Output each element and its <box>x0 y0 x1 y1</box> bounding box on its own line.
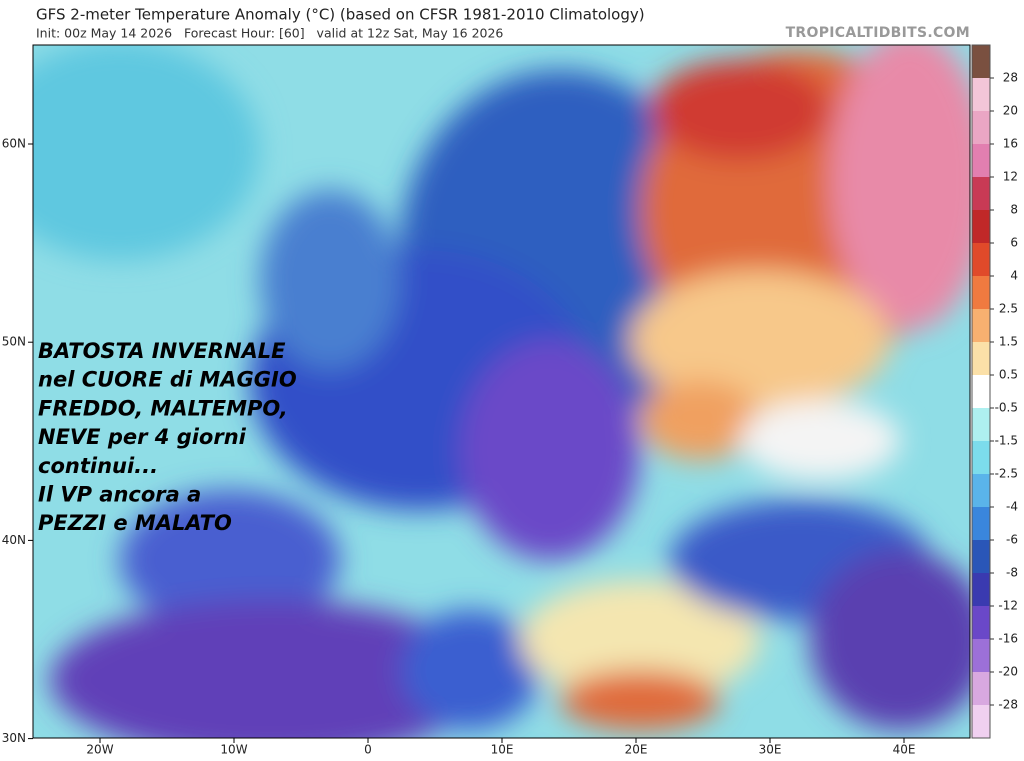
colorbar-swatch <box>972 705 990 739</box>
colorbar: 28 20 16 12 8 6 4 2.5 1.5 0.5 -0.5 -1.5 -2.5 -4 -6 -8 -1… <box>971 44 1018 739</box>
overlay-line: PEZZI e MALATO <box>38 511 232 535</box>
overlay-line: continui... <box>38 454 158 478</box>
colorbar-swatch <box>972 408 990 442</box>
colorbar-swatch <box>972 639 990 673</box>
colorbar-swatch <box>972 606 990 640</box>
colorbar-swatch <box>972 540 990 574</box>
source: TROPICALTIDBITS.COM <box>786 25 970 41</box>
colorbar-swatch <box>972 507 990 541</box>
colorbar-frame <box>971 44 991 739</box>
lat-label: 30N <box>2 731 26 745</box>
colorbar-swatch <box>972 243 990 277</box>
lon-label: 20E <box>625 743 648 757</box>
colorbar-label: 28 <box>1003 71 1018 85</box>
overlay-line: BATOSTA INVERNALE <box>38 339 286 363</box>
colorbar-label: -4 <box>1006 500 1018 514</box>
overlay-line: NEVE per 4 giorni <box>38 425 247 449</box>
colorbar-swatch <box>972 111 990 145</box>
colorbar-label: -12 <box>998 599 1018 613</box>
colorbar-label: -8 <box>1006 566 1018 580</box>
colorbar-label: -6 <box>1006 533 1018 547</box>
colorbar-label: 0.5 <box>999 368 1018 382</box>
colorbar-label: 4 <box>1010 269 1018 283</box>
lat-label: 40N <box>2 533 26 547</box>
colorbar-swatch <box>972 474 990 508</box>
colorbar-label: -0.5 <box>995 401 1018 415</box>
colorbar-label: 2.5 <box>999 302 1018 316</box>
lat-label: 60N <box>2 137 26 151</box>
overlay-text: BATOSTA INVERNALE nel CUORE di MAGGIO FRED… <box>38 339 297 535</box>
colorbar-label: -20 <box>998 665 1018 679</box>
map <box>33 45 970 738</box>
colorbar-swatch <box>972 441 990 475</box>
lon-label: 10W <box>220 743 247 757</box>
colorbar-label: -28 <box>998 698 1018 712</box>
colorbar-label: 16 <box>1003 137 1018 151</box>
colorbar-swatch <box>972 45 990 79</box>
overlay-line: Il VP ancora a <box>38 483 201 507</box>
lat-label: 50N <box>2 335 26 349</box>
title: GFS 2-meter Temperature Anomaly (°C) (ba… <box>36 6 645 24</box>
overlay-line: nel CUORE di MAGGIO <box>38 368 297 392</box>
colorbar-swatch <box>972 672 990 706</box>
colorbar-label: 1.5 <box>999 335 1018 349</box>
colorbar-label: -1.5 <box>995 434 1018 448</box>
colorbar-swatch <box>972 375 990 409</box>
colorbar-swatch <box>972 309 990 343</box>
colorbar-label: -2.5 <box>995 467 1018 481</box>
colorbar-swatch <box>972 210 990 244</box>
colorbar-swatch <box>972 342 990 376</box>
colorbar-label: 20 <box>1003 104 1018 118</box>
colorbar-swatch <box>972 78 990 112</box>
lon-label: 20W <box>86 743 113 757</box>
colorbar-label: 12 <box>1003 170 1018 184</box>
colorbar-label: 8 <box>1010 203 1018 217</box>
colorbar-label: 6 <box>1010 236 1018 250</box>
lon-label: 0 <box>364 743 372 757</box>
overlay-line: FREDDO, MALTEMPO, <box>38 396 288 420</box>
colorbar-swatch <box>972 144 990 178</box>
colorbar-swatch <box>972 276 990 310</box>
lon-label: 40E <box>893 743 916 757</box>
colorbar-swatch <box>972 177 990 211</box>
axes: 60N 50N 40N 30N 20W 10W 0 10E 20E 30E 40E <box>2 137 916 757</box>
init-info: Init: 00z May 14 2026 Forecast Hour: [60… <box>36 26 503 41</box>
lon-label: 30E <box>759 743 782 757</box>
lon-label: 10E <box>491 743 514 757</box>
colorbar-label: -16 <box>998 632 1018 646</box>
colorbar-swatch <box>972 573 990 607</box>
